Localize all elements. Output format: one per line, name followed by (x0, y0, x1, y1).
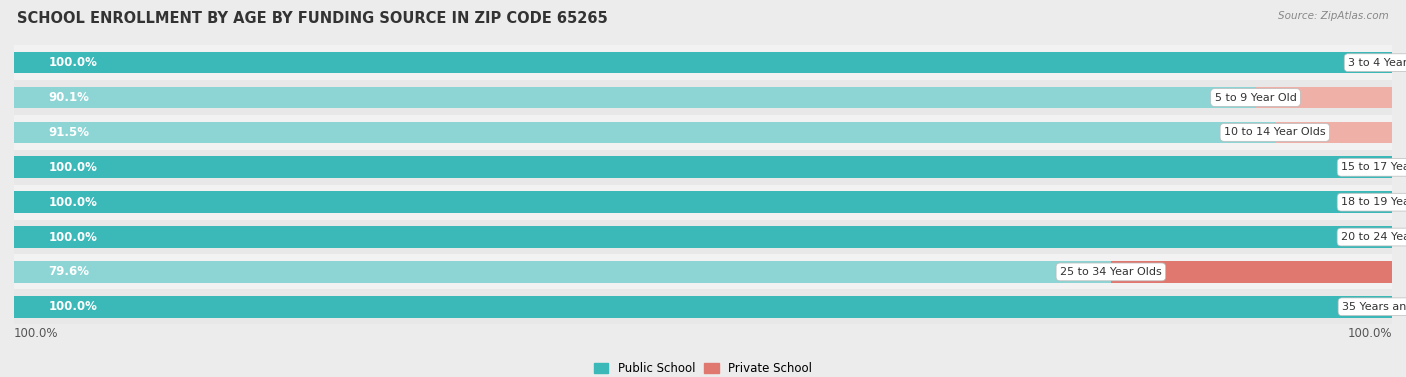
Bar (14, 261, 1111, 283)
Text: 35 Years and over: 35 Years and over (1341, 302, 1406, 312)
Bar (14, 122, 1275, 143)
Text: 20 to 24 Year Olds: 20 to 24 Year Olds (1341, 232, 1406, 242)
Bar (14, 219, 1392, 254)
Text: 5 to 9 Year Old: 5 to 9 Year Old (1215, 92, 1296, 103)
Text: 91.5%: 91.5% (48, 126, 90, 139)
Bar (14, 87, 1256, 108)
Bar (14, 290, 1392, 324)
Bar (14, 115, 1392, 150)
Bar (14, 226, 1392, 248)
Text: 100.0%: 100.0% (1347, 326, 1392, 340)
Bar (14, 52, 1392, 74)
Text: 3 to 4 Year Olds: 3 to 4 Year Olds (1348, 58, 1406, 68)
Text: 100.0%: 100.0% (14, 326, 59, 340)
Bar (1256, 87, 1392, 108)
Bar (14, 45, 1392, 80)
Text: 18 to 19 Year Olds: 18 to 19 Year Olds (1341, 197, 1406, 207)
Text: 100.0%: 100.0% (48, 56, 97, 69)
Bar (14, 296, 1392, 317)
Text: 79.6%: 79.6% (48, 265, 90, 278)
Text: Source: ZipAtlas.com: Source: ZipAtlas.com (1278, 11, 1389, 21)
Text: 100.0%: 100.0% (48, 231, 97, 244)
Bar (14, 192, 1392, 213)
Bar (14, 150, 1392, 185)
Text: 10 to 14 Year Olds: 10 to 14 Year Olds (1225, 127, 1326, 138)
Bar (1275, 122, 1392, 143)
Text: 100.0%: 100.0% (48, 300, 97, 313)
Bar (14, 254, 1392, 290)
Bar (14, 185, 1392, 219)
Text: 15 to 17 Year Olds: 15 to 17 Year Olds (1341, 162, 1406, 172)
Text: 25 to 34 Year Olds: 25 to 34 Year Olds (1060, 267, 1161, 277)
Text: SCHOOL ENROLLMENT BY AGE BY FUNDING SOURCE IN ZIP CODE 65265: SCHOOL ENROLLMENT BY AGE BY FUNDING SOUR… (17, 11, 607, 26)
Bar (14, 80, 1392, 115)
Text: 100.0%: 100.0% (48, 161, 97, 174)
Text: 100.0%: 100.0% (48, 196, 97, 208)
Bar (1111, 261, 1393, 283)
Legend: Public School, Private School: Public School, Private School (589, 357, 817, 377)
Bar (14, 156, 1392, 178)
Text: 90.1%: 90.1% (48, 91, 90, 104)
